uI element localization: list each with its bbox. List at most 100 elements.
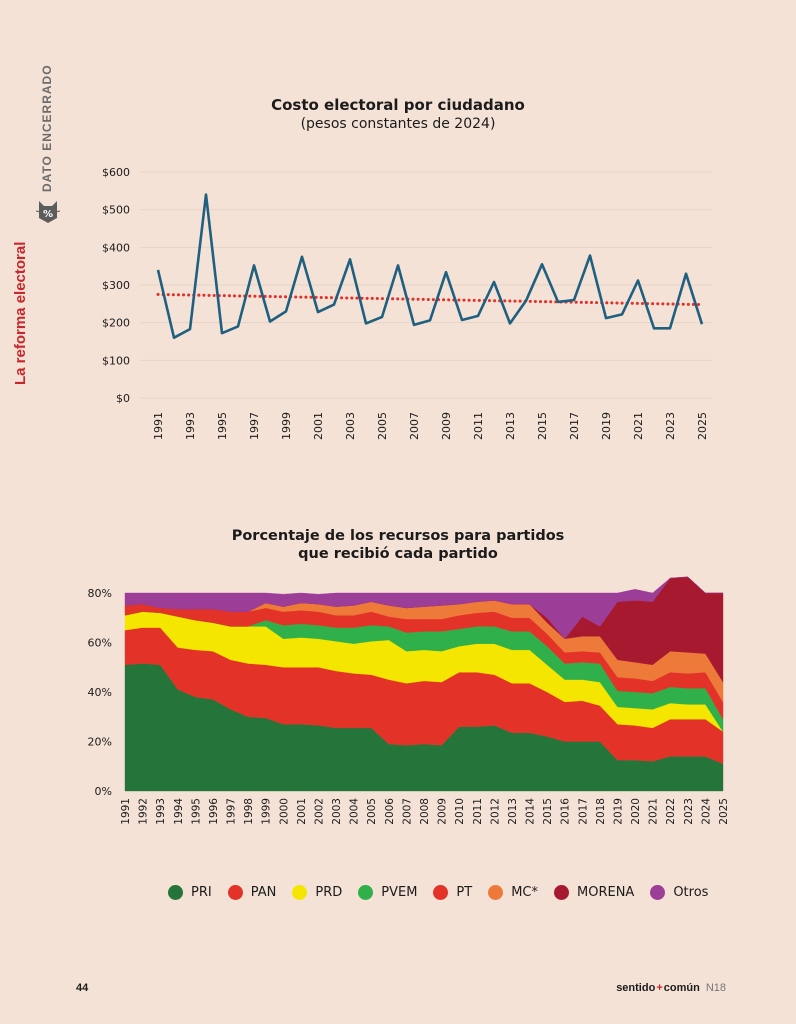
legend-item: PRD <box>292 884 343 900</box>
x-tick-label: 1994 <box>173 798 185 825</box>
x-tick-label: 2011 <box>472 798 484 825</box>
x-tick-label: 2013 <box>507 798 519 825</box>
legend-swatch <box>168 884 183 900</box>
x-tick-label: 2007 <box>401 798 413 825</box>
x-tick-label: 2012 <box>489 798 501 825</box>
issue-number: N18 <box>705 982 726 994</box>
legend-label: Otros <box>673 884 709 900</box>
x-tick-label: 1996 <box>208 798 220 825</box>
x-tick-label: 2004 <box>349 798 361 825</box>
chart1-subtitle: (pesos constantes de 2024) <box>300 116 496 132</box>
x-tick-label: 2021 <box>632 412 645 440</box>
x-tick-label: 1993 <box>155 798 167 825</box>
series-line <box>156 193 704 340</box>
legend-label: PT <box>456 884 473 900</box>
line-chart: $0 $100 $200 $300 $400 $500 $600 1991 1993 1995 1… <box>102 166 712 440</box>
legend-swatch <box>227 884 243 900</box>
x-tick-label: 2001 <box>312 412 325 440</box>
legend-label: PVEM <box>381 884 418 900</box>
cat-badge-text: % <box>43 209 53 220</box>
x-tick-label: 1998 <box>243 798 255 825</box>
x-tick-label: 1993 <box>184 412 197 440</box>
trend-line <box>156 292 704 307</box>
legend-item: PAN <box>227 884 277 900</box>
x-tick-label: 1992 <box>138 798 150 825</box>
legend-swatch <box>358 884 374 900</box>
legend-item: PT <box>433 884 473 900</box>
y-tick-label: $100 <box>102 354 130 367</box>
x-tick-label: 2003 <box>344 412 357 440</box>
y-tick-label: 40% <box>88 686 112 699</box>
x-tick-label: 2014 <box>525 798 537 825</box>
x-tick-label: 2016 <box>560 798 572 825</box>
x-tick-label: 1997 <box>248 412 261 440</box>
legend-swatch <box>433 884 449 900</box>
chart1-title: Costo electoral por ciudadano <box>271 96 525 114</box>
x-tick-label: 2003 <box>331 798 343 825</box>
x-tick-label: 2017 <box>577 798 589 825</box>
chart2-title-line2: que recibió cada partido <box>298 546 498 562</box>
x-tick-label: 2015 <box>542 798 554 825</box>
y-tick-label: 60% <box>88 637 112 650</box>
y-tick-label: $200 <box>102 317 130 330</box>
x-tick-label: 2001 <box>296 798 308 825</box>
legend-item: MORENA <box>554 884 635 900</box>
x-tick-label: 2024 <box>700 798 712 825</box>
x-tick-label: 2007 <box>408 412 421 440</box>
x-tick-label: 2000 <box>278 798 290 825</box>
legend-label: PRI <box>191 884 212 900</box>
y-tick-label: $0 <box>116 392 130 405</box>
x-tick-label: 1999 <box>261 798 273 825</box>
y-tick-label: 0% <box>95 785 112 798</box>
legend-item: PVEM <box>358 884 418 900</box>
area-otros <box>124 576 723 640</box>
legend-swatch <box>292 884 308 900</box>
x-tick-label: 2009 <box>440 412 453 440</box>
x-tick-label: 2021 <box>648 798 660 825</box>
page-number: 44 <box>76 982 89 994</box>
legend: PRI PAN PRD PVEM PT MC* MORENA Otros <box>168 880 724 904</box>
x-tick-label: 2023 <box>683 798 695 825</box>
x-tick-label: 1991 <box>120 798 132 825</box>
x-tick-label: 1995 <box>190 798 202 825</box>
x-tick-label: 2025 <box>718 798 730 825</box>
x-tick-label: 2023 <box>664 412 677 440</box>
x-tick-label: 2020 <box>630 798 642 825</box>
x-tick-label: 1995 <box>216 412 229 440</box>
x-tick-label: 2018 <box>595 798 607 825</box>
legend-label: MC* <box>511 884 538 900</box>
x-tick-label: 1991 <box>152 412 165 440</box>
brand: sentido + común N18 <box>616 982 726 994</box>
y-tick-label: $300 <box>102 279 130 292</box>
x-tick-label: 2008 <box>419 798 431 825</box>
x-tick-label: 2005 <box>376 412 389 440</box>
legend-item: MC* <box>488 884 538 900</box>
cat-percent-icon: % <box>35 201 61 223</box>
legend-label: MORENA <box>577 884 635 900</box>
area-chart: 0% 20% 40% 60% 80% 1991 1992 1993 1994 1995 1996 1… <box>88 576 730 825</box>
y-tick-label: 20% <box>88 736 112 749</box>
brand-plus: + <box>656 982 663 994</box>
legend-label: PRD <box>315 884 343 900</box>
y-tick-label: $400 <box>102 241 130 254</box>
x-tick-label: 2019 <box>600 412 613 440</box>
y-tick-label: $500 <box>102 204 130 217</box>
x-tick-label: 2005 <box>366 798 378 825</box>
x-tick-label: 2013 <box>504 412 517 440</box>
x-tick-label: 2011 <box>472 412 485 440</box>
x-tick-label: 2025 <box>696 412 709 440</box>
legend-swatch <box>650 884 666 900</box>
x-tick-label: 1999 <box>280 412 293 440</box>
x-tick-label: 2006 <box>384 798 396 825</box>
x-tick-label: 2009 <box>437 798 449 825</box>
brand-right: común <box>663 982 700 994</box>
x-tick-label: 2022 <box>665 798 677 825</box>
x-tick-label: 2019 <box>612 798 624 825</box>
legend-swatch <box>488 884 504 900</box>
x-tick-label: 2015 <box>536 412 549 440</box>
legend-label: PAN <box>250 884 277 900</box>
legend-item: Otros <box>650 884 709 900</box>
x-tick-label: 2010 <box>454 798 466 825</box>
x-tick-label: 2017 <box>568 412 581 440</box>
legend-swatch <box>554 884 569 900</box>
